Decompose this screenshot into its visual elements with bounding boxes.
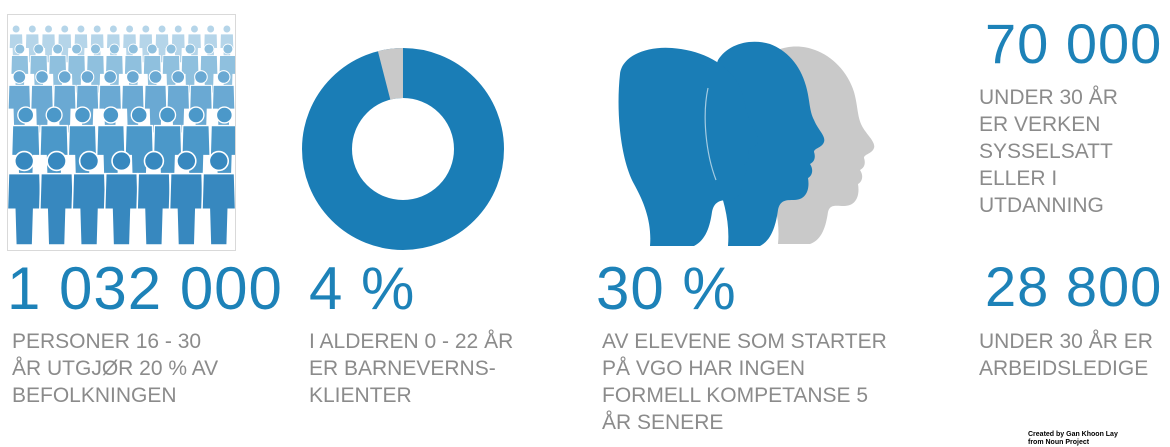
donut-main-segment <box>302 48 504 250</box>
person-icon <box>48 43 67 94</box>
person-icon <box>39 150 75 246</box>
person-icon <box>143 70 168 134</box>
stat-number-neet: 70 000 <box>985 12 1163 75</box>
person-icon <box>8 150 42 246</box>
stat-number-dropout: 30 % <box>596 255 737 322</box>
heads-icon <box>618 41 875 247</box>
person-icon <box>124 106 154 187</box>
crowd-image <box>7 14 236 251</box>
donut-chart <box>302 48 504 250</box>
stat-number-population: 1 032 000 <box>7 255 283 322</box>
person-icon <box>30 70 54 134</box>
donut-share-segment <box>302 48 504 250</box>
stat-number-child-welfare: 4 % <box>309 255 416 322</box>
people-crowd-icon <box>8 24 235 246</box>
stat-text-unemployed: UNDER 30 ÅR ER ARBEIDSLEDIGE <box>979 330 1153 380</box>
stat-text-neet: UNDER 30 ÅR ER VERKEN SYSSELSATT ELLER I… <box>979 86 1118 217</box>
person-icon <box>71 150 107 246</box>
icon-credit: Created by Gan Khoon Lay from Noun Proje… <box>1028 431 1118 446</box>
stat-text-child-welfare: I ALDEREN 0 - 22 ÅR ER BARNEVERNS- KLIEN… <box>309 330 514 407</box>
stat-number-unemployed: 28 800 <box>985 255 1163 318</box>
stat-text-population: PERSONER 16 - 30 ÅR UTGJØR 20 % AV BEFOL… <box>12 330 219 407</box>
person-icon <box>199 43 219 94</box>
person-icon <box>136 150 172 246</box>
person-icon <box>86 43 105 94</box>
person-icon <box>121 70 145 134</box>
head-front <box>618 47 759 246</box>
person-icon <box>201 150 235 246</box>
stat-text-dropout: AV ELEVENE SOM STARTER PÅ VGO HAR INGEN … <box>602 330 887 434</box>
person-icon <box>168 150 204 246</box>
person-icon <box>180 43 200 94</box>
person-icon <box>103 150 140 246</box>
person-icon <box>8 70 32 134</box>
